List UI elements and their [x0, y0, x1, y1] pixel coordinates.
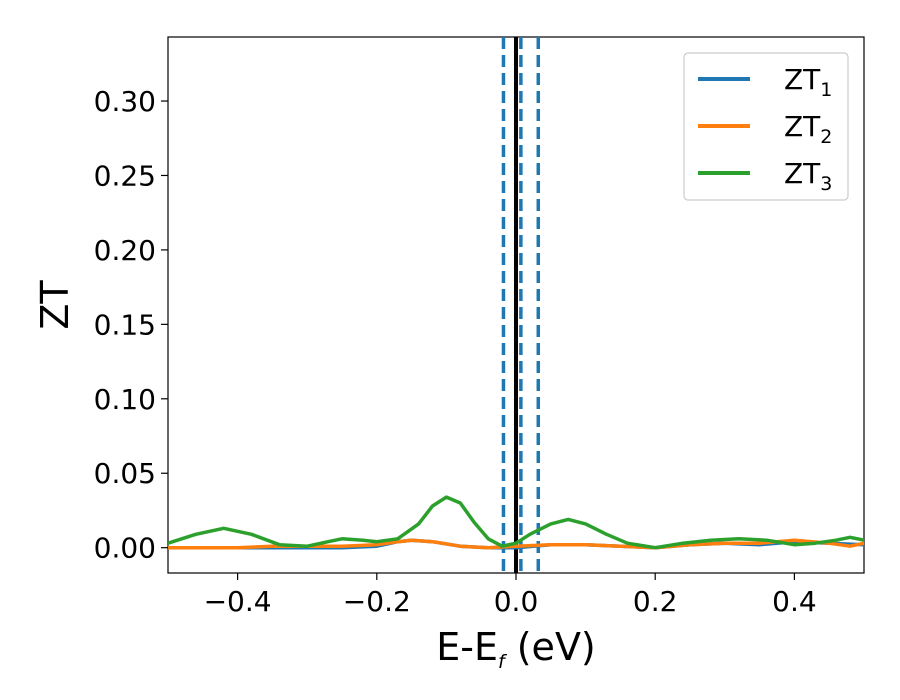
- legend-box: [683, 52, 849, 201]
- x-tick-label: 0.4: [772, 585, 817, 618]
- legend: ZT1 ZT2 ZT3: [683, 52, 849, 201]
- y-axis-ticks: 0.00 0.05 0.10 0.15 0.20 0.25 0.30: [94, 85, 168, 565]
- legend-label-zt1: ZT1: [784, 63, 832, 101]
- y-tick-label: 0.00: [94, 532, 156, 565]
- x-tick-label: 0.0: [494, 585, 539, 618]
- x-axis-ticks: −0.4 −0.2 0.0 0.2 0.4: [204, 573, 817, 618]
- y-tick-label: 0.05: [94, 457, 156, 490]
- y-tick-label: 0.20: [94, 234, 156, 267]
- y-tick-label: 0.25: [94, 159, 156, 192]
- x-tick-label: 0.2: [633, 585, 678, 618]
- x-axis-label: E-Ef (eV): [436, 625, 596, 673]
- legend-label-zt3: ZT3: [784, 157, 832, 195]
- y-tick-label: 0.15: [94, 308, 156, 341]
- y-tick-label: 0.30: [94, 85, 156, 118]
- y-tick-label: 0.10: [94, 383, 156, 416]
- reference-lines: [501, 37, 541, 573]
- x-tick-label: −0.4: [204, 585, 272, 618]
- series-line-zt3: [168, 495, 864, 550]
- legend-label-zt2: ZT2: [784, 110, 832, 148]
- series-lines: [168, 495, 864, 550]
- x-tick-label: −0.2: [343, 585, 411, 618]
- y-axis-label: ZT: [33, 280, 77, 330]
